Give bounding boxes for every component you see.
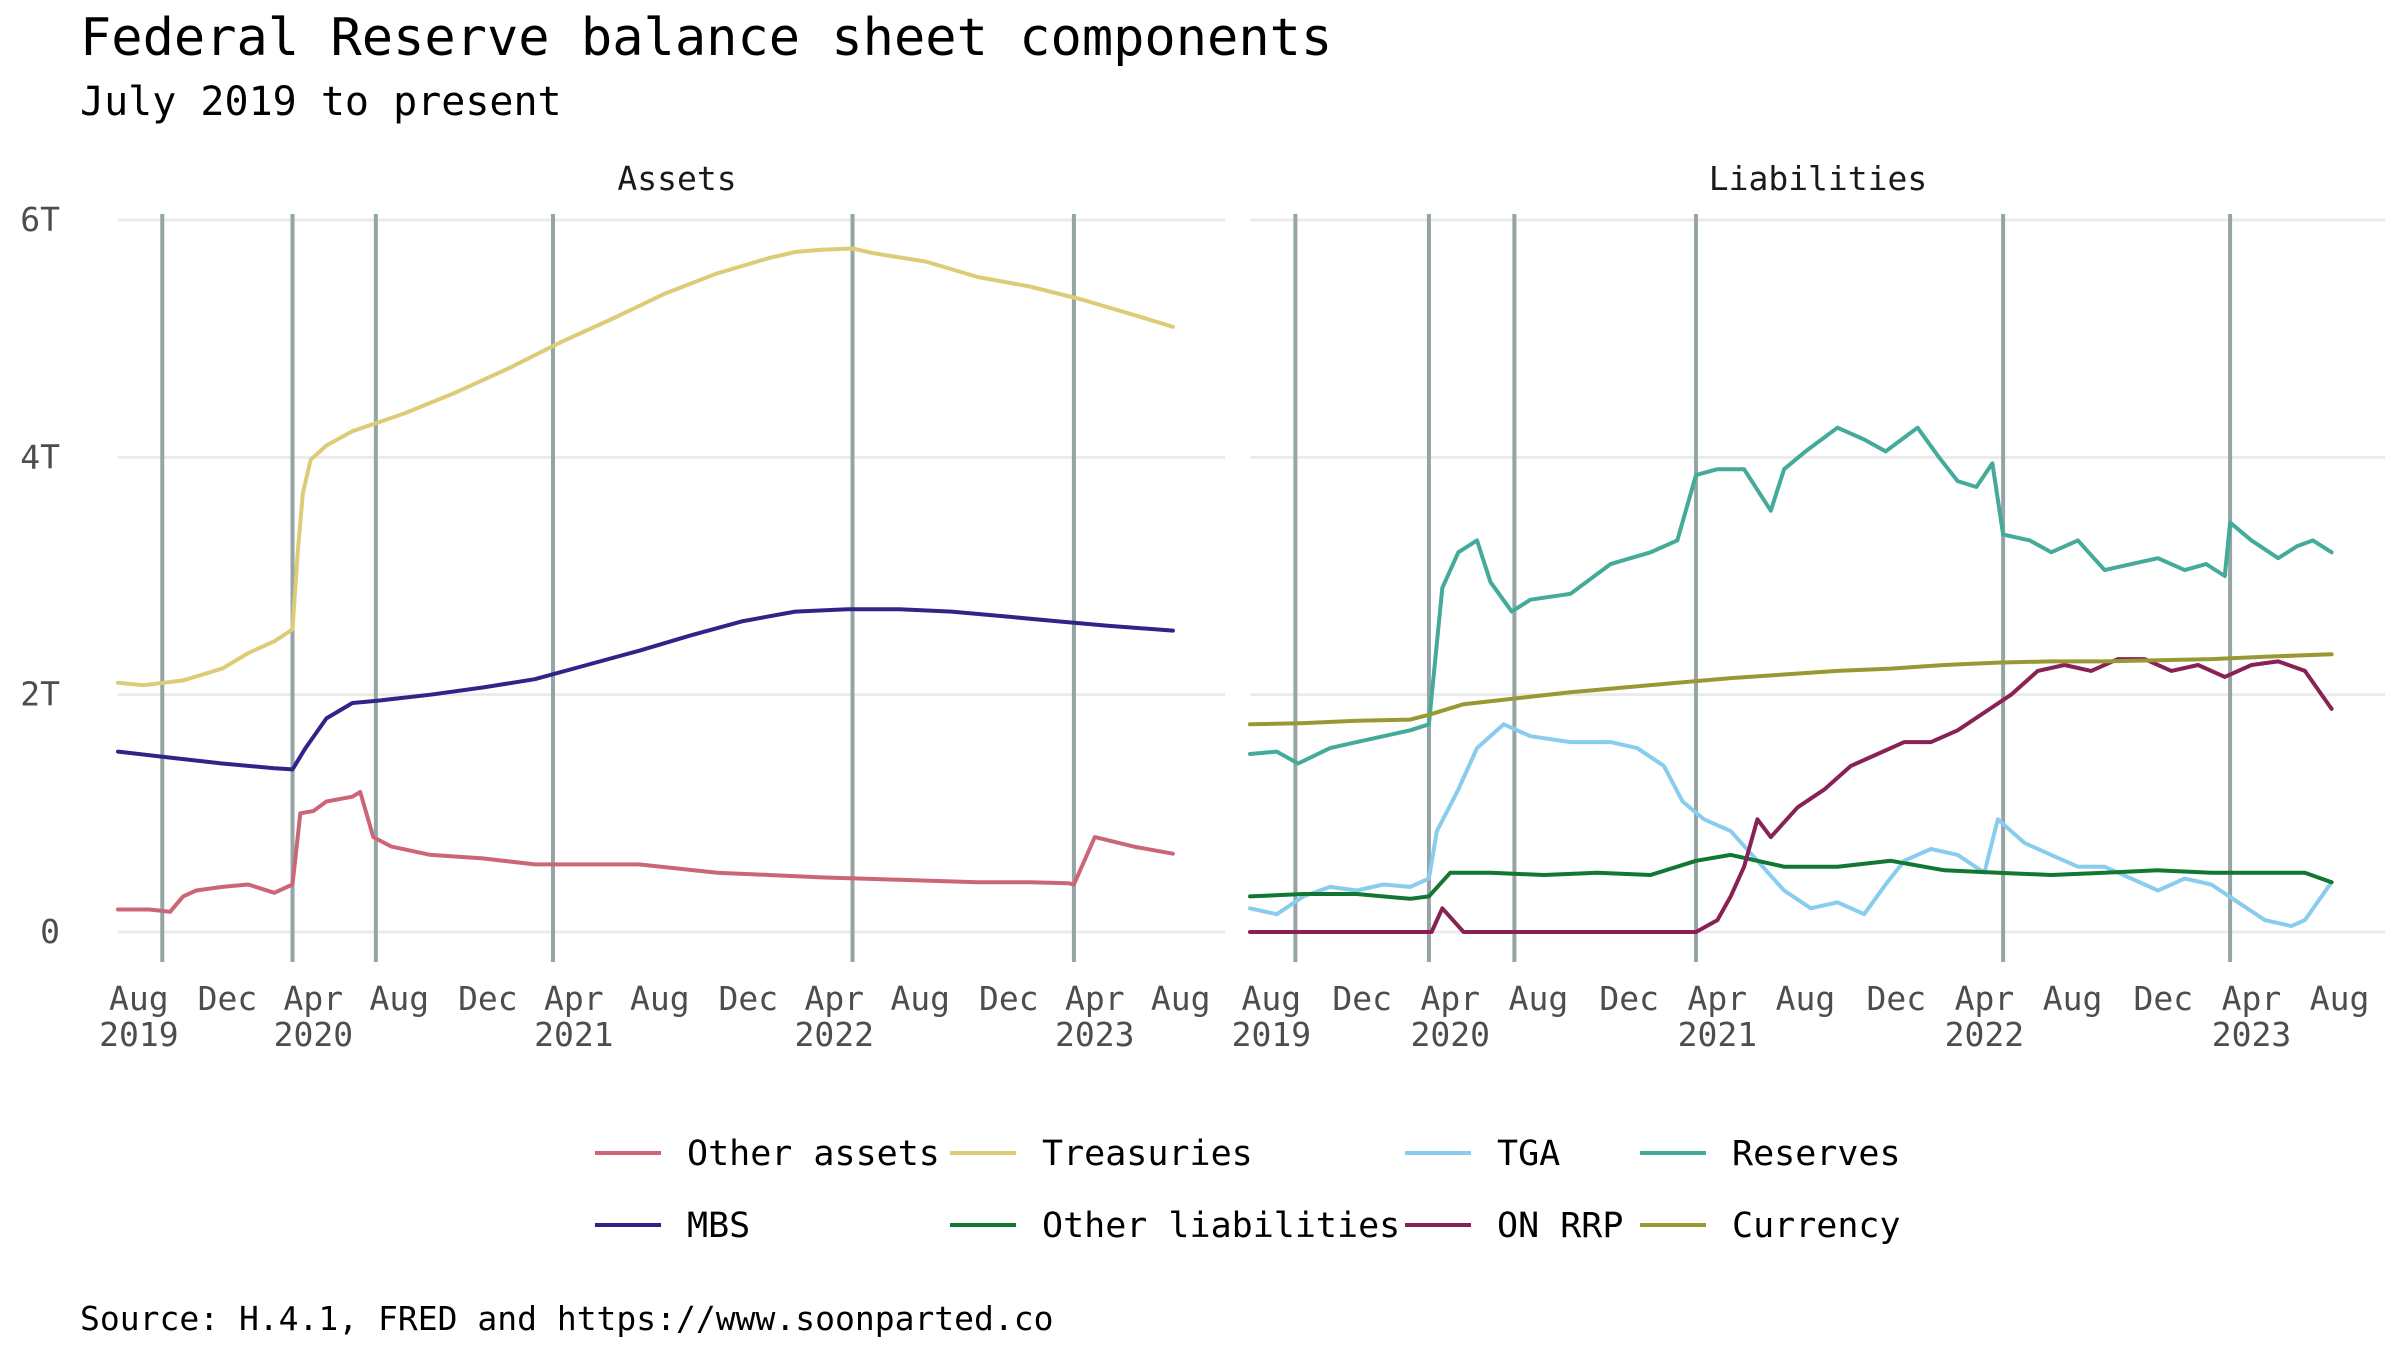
legend-label: Other liabilities — [1042, 1206, 1400, 1246]
x-tick-label: Aug — [1776, 979, 1836, 1018]
assets-panel: Assets Aug 2019 Dec Apr 2020 Aug Dec Apr 2021 Aug… — [99, 159, 1225, 1054]
other-assets-line — [116, 790, 1175, 914]
source-caption: Source: H.4.1, FRED and https://www.soon… — [80, 1299, 1054, 1338]
legend-item-tga: TGA — [1405, 1134, 1560, 1174]
x-tick-label: Aug — [1151, 979, 1211, 1018]
x-tick-label: Apr 2020 — [1411, 979, 1490, 1054]
x-tick-label: Dec — [458, 979, 518, 1018]
y-tick-label: 2T — [20, 675, 60, 714]
chart-title: Federal Reserve balance sheet components — [80, 8, 1332, 68]
tga-line — [1248, 722, 2334, 929]
liabilities-strip-label: Liabilities — [1709, 159, 1928, 198]
assets-strip-label: Assets — [617, 159, 736, 198]
legend-item-other-assets: Other assets — [595, 1134, 940, 1174]
legend-item-on-rrp: ON RRP — [1405, 1206, 1623, 1246]
legend-label: Currency — [1732, 1206, 1901, 1246]
treasuries-line — [116, 246, 1175, 688]
x-tick-label: Aug — [2310, 979, 2370, 1018]
x-tick-label: Dec — [1599, 979, 1659, 1018]
x-tick-label: Apr 2022 — [795, 979, 874, 1054]
legend: Other assets Treasuries TGA Reserves MBS Othe… — [595, 1134, 1901, 1246]
x-tick-label: Aug 2019 — [99, 979, 178, 1054]
legend-label: Other assets — [687, 1134, 940, 1174]
legend-item-reserves: Reserves — [1640, 1134, 1901, 1174]
y-tick-label: 6T — [20, 200, 60, 239]
y-tick-label: 4T — [20, 437, 60, 476]
legend-label: MBS — [687, 1206, 750, 1246]
x-tick-label: Apr 2023 — [1055, 979, 1134, 1054]
x-tick-label: Apr 2022 — [1945, 979, 2024, 1054]
x-tick-label: Dec — [719, 979, 779, 1018]
other-liabilities-line — [1248, 852, 2334, 901]
legend-label: TGA — [1497, 1134, 1560, 1174]
reserves-line — [1248, 425, 2334, 766]
y-tick-label: 0 — [40, 912, 60, 951]
x-tick-label: Apr 2020 — [274, 979, 353, 1054]
legend-label: Reserves — [1732, 1134, 1901, 1174]
x-tick-label: Dec — [979, 979, 1039, 1018]
x-tick-label: Dec — [1332, 979, 1392, 1018]
currency-line — [1248, 652, 2334, 727]
x-tick-label: Aug 2019 — [1232, 979, 1311, 1054]
x-tick-label: Dec — [198, 979, 258, 1018]
x-tick-label: Aug — [890, 979, 950, 1018]
x-tick-label: Aug — [370, 979, 430, 1018]
legend-label: Treasuries — [1042, 1134, 1253, 1174]
x-tick-label: Apr 2021 — [1678, 979, 1757, 1054]
legend-item-other-liabilities: Other liabilities — [950, 1206, 1400, 1246]
x-tick-label: Apr 2021 — [534, 979, 613, 1054]
y-axis: 0 2T 4T 6T — [20, 200, 60, 951]
x-tick-label: Apr 2023 — [2212, 979, 2291, 1054]
legend-item-treasuries: Treasuries — [950, 1134, 1253, 1174]
x-tick-label: Dec — [2134, 979, 2194, 1018]
mbs-line — [116, 607, 1175, 772]
x-tick-label: Aug — [630, 979, 690, 1018]
legend-item-currency: Currency — [1640, 1206, 1901, 1246]
x-tick-label: Aug — [2043, 979, 2103, 1018]
liabilities-panel: Liabilities Aug 2019 Dec Apr 2020 Aug Dec Apr 20… — [1232, 159, 2385, 1054]
legend-label: ON RRP — [1497, 1206, 1623, 1246]
chart-subtitle: July 2019 to present — [80, 79, 562, 125]
legend-item-mbs: MBS — [595, 1206, 750, 1246]
x-tick-label: Aug — [1509, 979, 1569, 1018]
on-rrp-line — [1248, 657, 2334, 934]
x-tick-label: Dec — [1866, 979, 1926, 1018]
